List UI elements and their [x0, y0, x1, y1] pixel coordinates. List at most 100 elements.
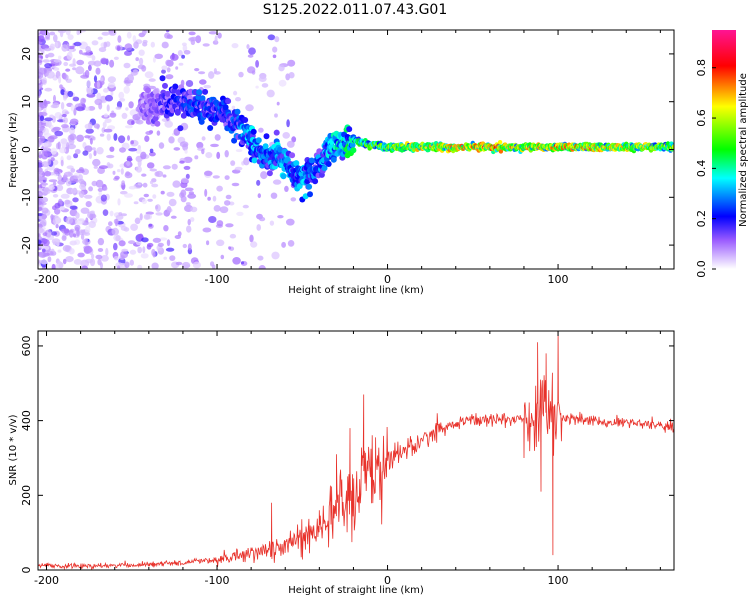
spectrogram-noise-cell [100, 255, 109, 262]
spectrogram-noise-cell [61, 140, 67, 149]
spectrogram-noise-cell [58, 55, 62, 60]
spectrogram-noise-cell [144, 71, 154, 79]
spectrogram-noise-cell [69, 118, 79, 125]
spectrogram-noise-cell [106, 154, 115, 159]
spectrogram-noise-cell [93, 165, 99, 169]
spectrogram-ridge-cell [497, 140, 503, 145]
y-tick-label: 10 [20, 95, 33, 109]
spectrogram-noise-cell [145, 211, 154, 215]
spectrogram-noise-cell [155, 212, 163, 216]
spectrogram-noise-cell [179, 160, 185, 164]
spectrogram-noise-cell [224, 200, 231, 206]
spectrogram-noise-cell [181, 177, 189, 184]
spectrogram-noise-cell [178, 62, 184, 66]
spectrogram-noise-cell [141, 65, 147, 72]
spectrogram-noise-cell [175, 66, 179, 70]
spectrogram-noise-cell [38, 175, 43, 183]
spectrogram-noise-cell [73, 41, 82, 47]
spectrogram-noise-cell [81, 265, 88, 269]
spectrogram-noise-cell [100, 57, 108, 64]
spectrogram-noise-cell [38, 67, 47, 75]
spectrogram-noise-cell [63, 228, 70, 234]
spectrogram-noise-cell [128, 240, 136, 245]
spectrogram-noise-cell [77, 252, 85, 258]
spectrogram-noise-cell [97, 187, 103, 192]
spectrogram-noise-cell [83, 232, 91, 236]
spectrogram-noise-cell [212, 175, 220, 179]
spectrogram-noise-cell [247, 54, 254, 58]
spectrogram-noise-cell [286, 218, 295, 226]
spectrogram-noise-cell [47, 52, 55, 58]
spectrogram-noise-cell [261, 83, 269, 88]
spectrogram-ridge-cell [308, 157, 315, 164]
spectrogram-noise-cell [38, 59, 43, 64]
spectrogram-noise-cell [162, 165, 171, 170]
snr-xlabel: Height of straight line (km) [288, 585, 424, 596]
spectrogram-noise-cell [97, 237, 105, 246]
spectrogram-noise-cell [57, 179, 66, 185]
spectrogram-noise-cell [214, 71, 221, 75]
y-tick-label: 0 [20, 146, 33, 153]
spectrogram-ridge-cell [159, 75, 166, 82]
x-tick-label: -200 [34, 273, 59, 286]
spectrogram-noise-cell [166, 206, 172, 214]
spectrogram-noise-cell [206, 240, 210, 246]
spectrogram-noise-cell [138, 49, 145, 56]
spectrogram-noise-cell [69, 229, 74, 238]
colorbar-tick-label: 0.6 [695, 109, 708, 127]
spectrogram-noise-cell [270, 192, 278, 199]
spectrogram-noise-cell [121, 248, 129, 252]
spectrogram-noise-cell [166, 34, 173, 39]
spectrogram-noise-cell [142, 39, 148, 44]
spectrogram-noise-cell [185, 202, 191, 206]
spectrogram-noise-cell [276, 101, 280, 106]
spectrogram-noise-cell [177, 50, 183, 57]
spectrogram-noise-cell [168, 198, 177, 207]
spectrogram-noise-cell [240, 261, 245, 265]
spectrogram-noise-cell [220, 254, 225, 260]
spectrogram-noise-cell [63, 61, 69, 67]
spectrogram-noise-cell [247, 66, 256, 74]
spectrogram-noise-cell [272, 179, 282, 185]
spectrogram-noise-cell [96, 147, 104, 155]
spectrogram-noise-cell [229, 233, 237, 239]
spectrogram-noise-cell [85, 201, 92, 208]
spectrogram-noise-cell [174, 235, 181, 239]
spectrogram-noise-cell [85, 225, 91, 234]
spectrogram-noise-cell [93, 123, 100, 129]
figure-title: S125.2022.011.07.43.G01 [263, 2, 448, 18]
spectrogram-noise-cell [120, 190, 128, 195]
spectrogram-noise-cell [76, 134, 84, 142]
spectrogram-noise-cell [52, 216, 62, 225]
spectrogram-noise-cell [151, 262, 159, 269]
spectrogram-noise-cell [51, 263, 56, 269]
spectrogram-noise-cell [146, 162, 155, 169]
spectrogram-noise-cell [128, 101, 134, 109]
y-tick-label: 0 [20, 567, 33, 574]
spectrogram-noise-cell [41, 77, 48, 86]
spectrogram-ridge-cell [231, 137, 238, 144]
spectrogram-noise-cell [102, 121, 107, 128]
spectrogram-noise-cell [85, 128, 94, 134]
spectrogram-ridge-cell [498, 149, 504, 154]
spectrogram-noise-cell [54, 130, 64, 137]
spectrogram-noise-cell [93, 150, 97, 157]
spectrogram-noise-cell [84, 135, 91, 139]
spectrogram-noise-cell [55, 41, 59, 49]
spectrogram-ylabel: Frequency (Hz) [8, 112, 19, 188]
spectrogram-noise-cell [224, 150, 229, 158]
spectrogram-noise-cell [166, 30, 170, 33]
spectrogram-noise-cell [38, 30, 41, 34]
spectrogram-ridge-cell [263, 133, 270, 140]
spectrogram-noise-cell [44, 117, 53, 122]
spectrogram-noise-cell [52, 102, 60, 109]
spectrogram-noise-cell [182, 261, 191, 269]
spectrogram-ridge-cell [177, 125, 184, 132]
colorbar-tick-label: 0.8 [695, 59, 708, 77]
x-tick-label: -100 [205, 574, 230, 587]
spectrogram-noise-cell [43, 47, 52, 52]
spectrogram-noise-cell [152, 237, 162, 243]
spectrogram-ridge-cell [180, 112, 187, 119]
spectrogram-noise-cell [256, 179, 261, 186]
spectrogram-noise-cell [210, 143, 219, 148]
